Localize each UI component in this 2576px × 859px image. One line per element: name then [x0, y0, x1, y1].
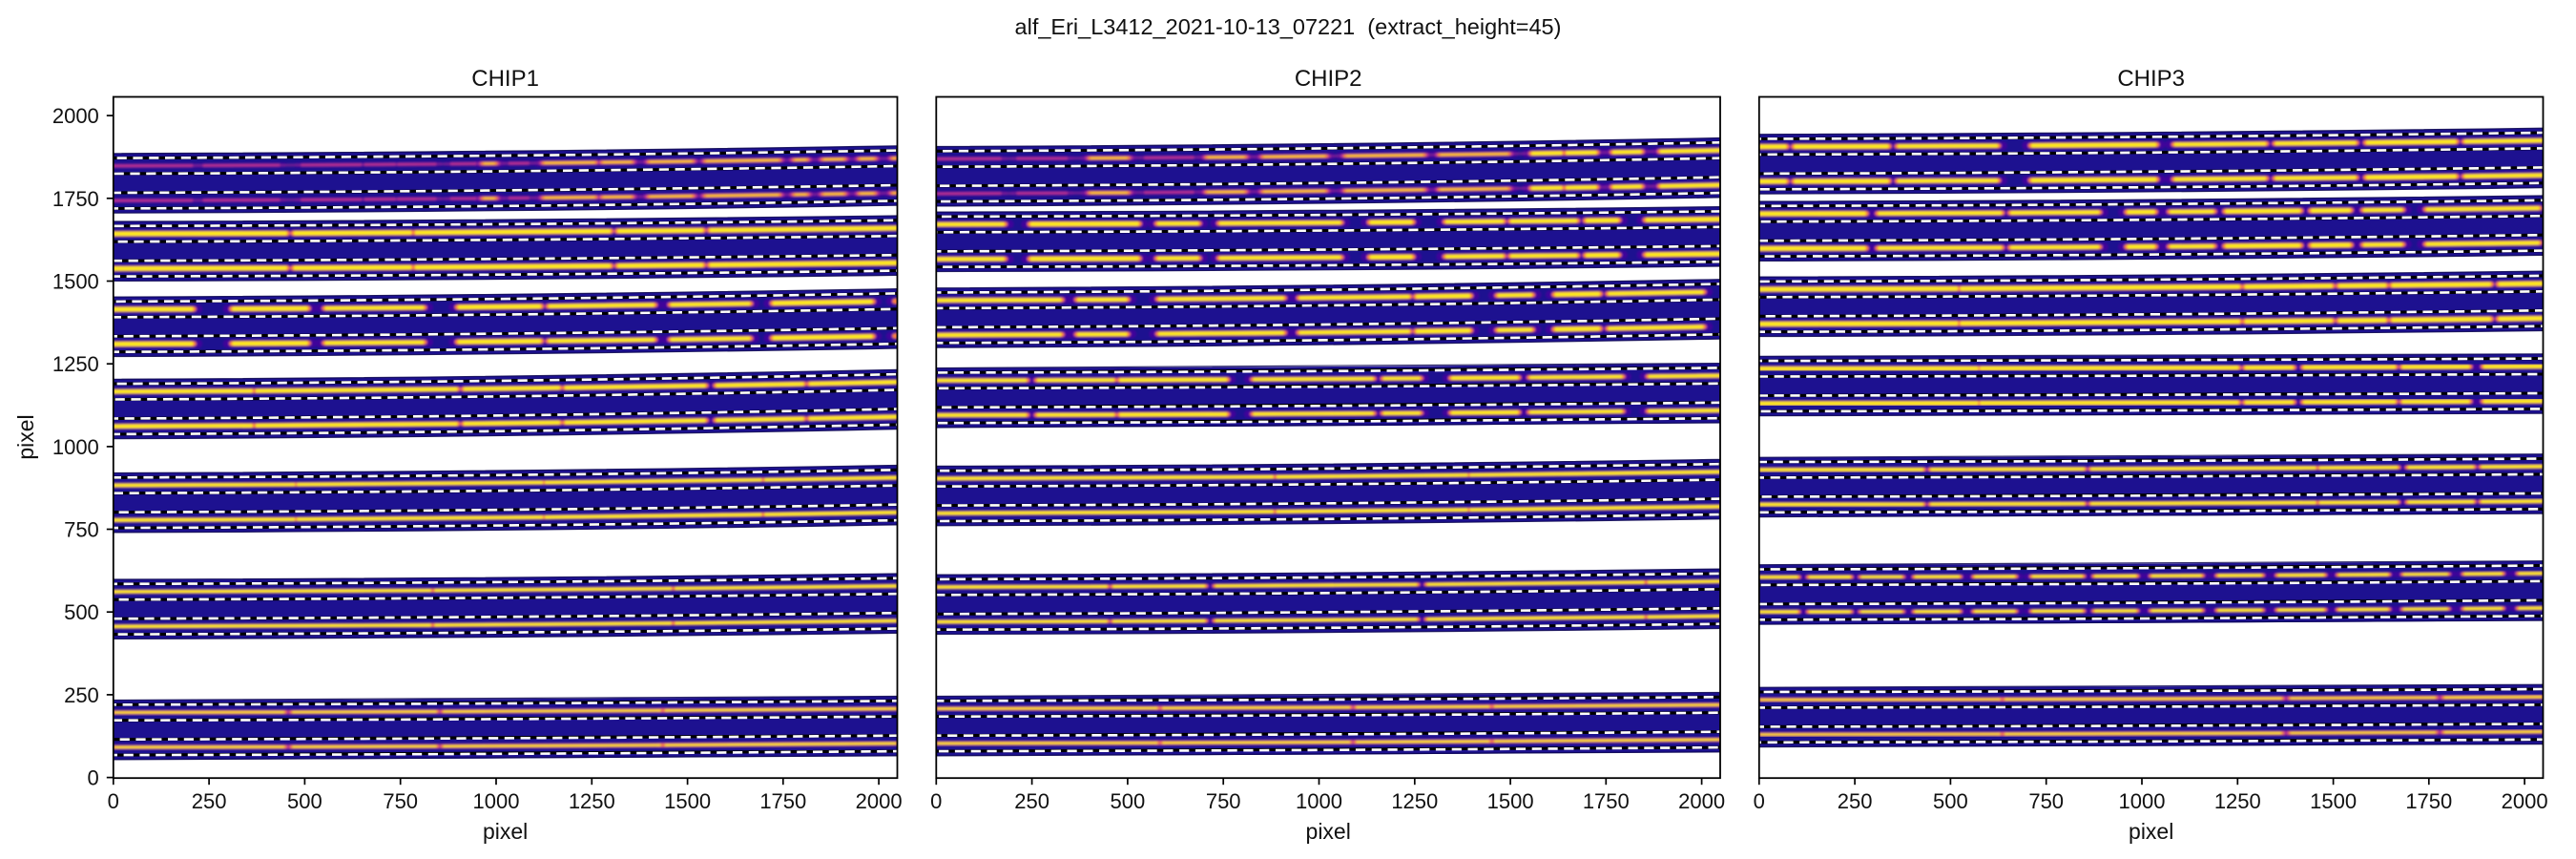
- svg-text:0: 0: [108, 789, 119, 813]
- svg-text:750: 750: [2028, 789, 2064, 813]
- svg-text:750: 750: [64, 518, 99, 542]
- svg-text:250: 250: [1838, 789, 1873, 813]
- svg-text:pixel: pixel: [1306, 819, 1351, 844]
- svg-text:CHIP1: CHIP1: [471, 66, 539, 92]
- svg-text:250: 250: [1014, 789, 1049, 813]
- svg-text:1250: 1250: [569, 789, 615, 813]
- svg-text:1750: 1750: [52, 187, 99, 211]
- svg-text:1250: 1250: [2214, 789, 2261, 813]
- svg-text:1000: 1000: [1296, 789, 1342, 813]
- svg-text:500: 500: [1933, 789, 1968, 813]
- svg-text:1750: 1750: [2405, 789, 2452, 813]
- svg-text:500: 500: [64, 600, 99, 624]
- svg-text:750: 750: [1206, 789, 1241, 813]
- svg-text:1500: 1500: [664, 789, 711, 813]
- svg-text:750: 750: [383, 789, 418, 813]
- svg-text:0: 0: [1754, 789, 1765, 813]
- svg-text:2000: 2000: [52, 104, 99, 128]
- svg-text:2000: 2000: [856, 789, 903, 813]
- svg-text:0: 0: [930, 789, 942, 813]
- svg-text:500: 500: [287, 789, 322, 813]
- svg-text:1750: 1750: [1583, 789, 1630, 813]
- svg-text:2000: 2000: [2502, 789, 2548, 813]
- svg-text:1000: 1000: [473, 789, 520, 813]
- svg-text:pixel: pixel: [2129, 819, 2173, 844]
- svg-text:2000: 2000: [1678, 789, 1725, 813]
- svg-text:250: 250: [64, 683, 99, 707]
- svg-text:0: 0: [88, 766, 99, 790]
- svg-text:pixel: pixel: [13, 414, 38, 459]
- svg-text:pixel: pixel: [483, 819, 528, 844]
- svg-text:1750: 1750: [759, 789, 806, 813]
- svg-text:1500: 1500: [2310, 789, 2357, 813]
- svg-text:1500: 1500: [1487, 789, 1534, 813]
- svg-text:CHIP2: CHIP2: [1295, 66, 1362, 92]
- svg-text:1250: 1250: [52, 352, 99, 376]
- svg-text:alf_Eri_L3412_2021-10-13_07221: alf_Eri_L3412_2021-10-13_07221 (extract_…: [1015, 14, 1562, 39]
- svg-text:250: 250: [192, 789, 227, 813]
- svg-text:500: 500: [1111, 789, 1146, 813]
- svg-text:1000: 1000: [52, 435, 99, 459]
- svg-text:1500: 1500: [52, 270, 99, 294]
- svg-text:1250: 1250: [1391, 789, 1438, 813]
- svg-text:CHIP3: CHIP3: [2117, 66, 2185, 92]
- svg-text:1000: 1000: [2119, 789, 2166, 813]
